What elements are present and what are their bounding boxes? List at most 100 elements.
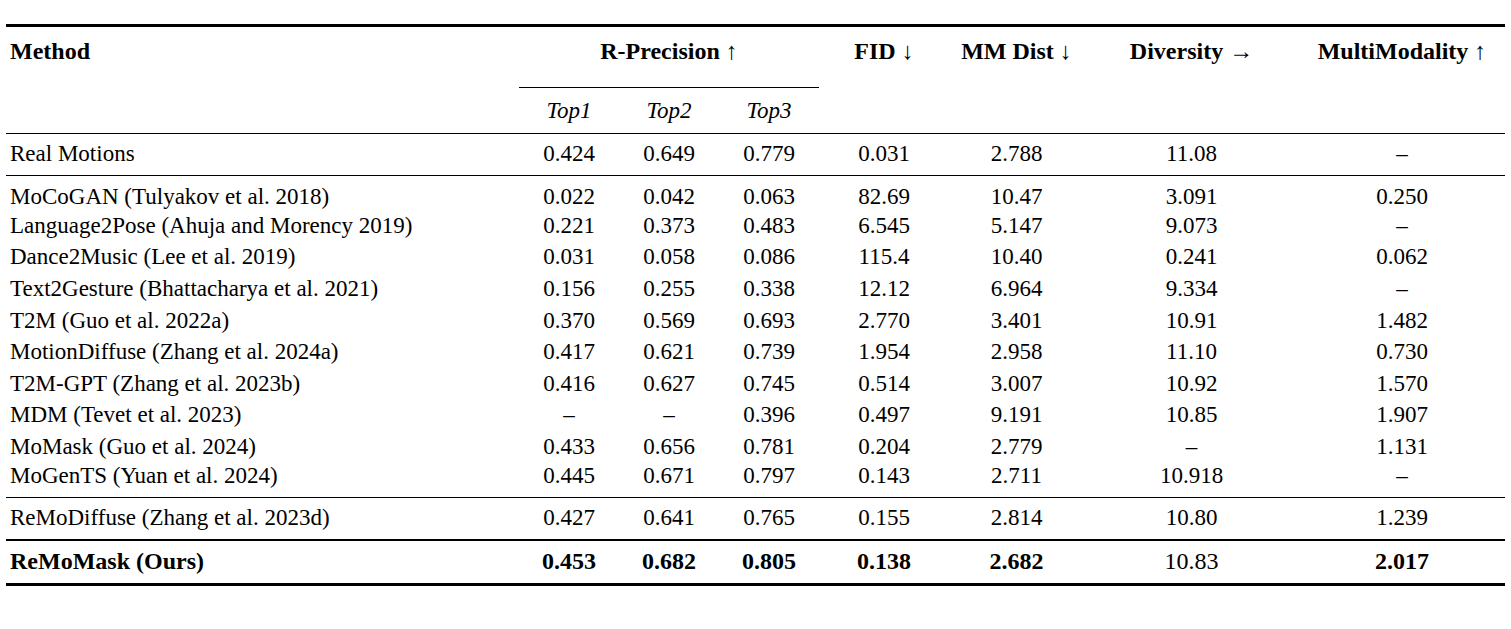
value-cell: 0.221 (519, 210, 619, 242)
value-cell: 0.416 (519, 368, 619, 400)
value-cell: 9.073 (1084, 210, 1299, 242)
method-cell: MoCoGAN (Tulyakov et al. 2018) (6, 176, 519, 211)
value-cell: 10.80 (1084, 497, 1299, 540)
value-cell: 11.08 (1084, 134, 1299, 176)
table-header: Method R-Precision ↑ FID ↓ MM Dist ↓ Div… (6, 26, 1505, 134)
value-cell: 2.770 (819, 305, 949, 337)
value-cell: 0.204 (819, 431, 949, 463)
value-cell: 0.797 (719, 463, 819, 498)
value-cell: 3.091 (1084, 176, 1299, 211)
value-cell: – (1299, 210, 1505, 242)
value-cell: 0.086 (719, 242, 819, 274)
value-cell: 9.334 (1084, 273, 1299, 305)
column-header-mm-dist: MM Dist ↓ (949, 26, 1084, 134)
value-cell: 1.954 (819, 336, 949, 368)
section-real-motions: Real Motions0.4240.6490.7790.0312.78811.… (6, 134, 1505, 176)
value-cell: 5.147 (949, 210, 1084, 242)
value-cell: 0.805 (719, 540, 819, 585)
value-cell: 2.814 (949, 497, 1084, 540)
value-cell: 0.497 (819, 400, 949, 432)
method-cell: MDM (Tevet et al. 2023) (6, 400, 519, 432)
method-cell: Text2Gesture (Bhattacharya et al. 2021) (6, 273, 519, 305)
value-cell: 0.433 (519, 431, 619, 463)
value-cell: 82.69 (819, 176, 949, 211)
value-cell: 1.239 (1299, 497, 1505, 540)
table-row: ReMoDiffuse (Zhang et al. 2023d)0.4270.6… (6, 497, 1505, 540)
table-row: T2M (Guo et al. 2022a)0.3700.5690.6932.7… (6, 305, 1505, 337)
value-cell: 0.671 (619, 463, 719, 498)
table-row: Text2Gesture (Bhattacharya et al. 2021)0… (6, 273, 1505, 305)
table-row: Real Motions0.4240.6490.7790.0312.78811.… (6, 134, 1505, 176)
value-cell: 0.042 (619, 176, 719, 211)
value-cell: 0.569 (619, 305, 719, 337)
column-header-r-precision: R-Precision ↑ (519, 26, 819, 88)
value-cell: 10.91 (1084, 305, 1299, 337)
table-row: Language2Pose (Ahuja and Morency 2019)0.… (6, 210, 1505, 242)
value-cell: 0.739 (719, 336, 819, 368)
value-cell: 10.92 (1084, 368, 1299, 400)
table-row: T2M-GPT (Zhang et al. 2023b)0.4160.6270.… (6, 368, 1505, 400)
value-cell: 115.4 (819, 242, 949, 274)
value-cell: 0.765 (719, 497, 819, 540)
method-cell: T2M-GPT (Zhang et al. 2023b) (6, 368, 519, 400)
value-cell: 2.958 (949, 336, 1084, 368)
value-cell: 0.031 (819, 134, 949, 176)
method-cell: MotionDiffuse (Zhang et al. 2024a) (6, 336, 519, 368)
column-header-top2: Top2 (619, 88, 719, 134)
value-cell: 3.007 (949, 368, 1084, 400)
value-cell: 0.370 (519, 305, 619, 337)
value-cell: – (519, 400, 619, 432)
results-table: Method R-Precision ↑ FID ↓ MM Dist ↓ Div… (6, 24, 1505, 586)
value-cell: 0.138 (819, 540, 949, 585)
method-cell: MoGenTS (Yuan et al. 2024) (6, 463, 519, 498)
value-cell: 1.482 (1299, 305, 1505, 337)
value-cell: 0.241 (1084, 242, 1299, 274)
value-cell: 2.788 (949, 134, 1084, 176)
value-cell: 0.445 (519, 463, 619, 498)
value-cell: 0.417 (519, 336, 619, 368)
table-row: MoMask (Guo et al. 2024)0.4330.6560.7810… (6, 431, 1505, 463)
value-cell: 0.730 (1299, 336, 1505, 368)
value-cell: 10.918 (1084, 463, 1299, 498)
value-cell: – (1299, 463, 1505, 498)
section-remomask-ours: ReMoMask (Ours)0.4530.6820.8050.1382.682… (6, 540, 1505, 585)
table-row: MotionDiffuse (Zhang et al. 2024a)0.417 0… (6, 336, 1505, 368)
value-cell: – (1084, 431, 1299, 463)
value-cell: 10.40 (949, 242, 1084, 274)
column-header-top3: Top3 (719, 88, 819, 134)
value-cell: 0.779 (719, 134, 819, 176)
method-cell: ReMoDiffuse (Zhang et al. 2023d) (6, 497, 519, 540)
value-cell: 1.570 (1299, 368, 1505, 400)
value-cell: 0.627 (619, 368, 719, 400)
value-cell: 0.031 (519, 242, 619, 274)
column-header-fid: FID ↓ (819, 26, 949, 134)
value-cell: 0.058 (619, 242, 719, 274)
method-cell: Language2Pose (Ahuja and Morency 2019) (6, 210, 519, 242)
value-cell: 0.649 (619, 134, 719, 176)
value-cell: 0.745 (719, 368, 819, 400)
value-cell: 0.453 (519, 540, 619, 585)
table-row: MoGenTS (Yuan et al. 2024)0.4450.6710.79… (6, 463, 1505, 498)
method-cell: MoMask (Guo et al. 2024) (6, 431, 519, 463)
value-cell: 0.693 (719, 305, 819, 337)
value-cell: 0.155 (819, 497, 949, 540)
column-header-multimodality: MultiModality ↑ (1299, 26, 1505, 134)
method-cell: T2M (Guo et al. 2022a) (6, 305, 519, 337)
value-cell: 0.656 (619, 431, 719, 463)
value-cell: 0.063 (719, 176, 819, 211)
value-cell: 0.641 (619, 497, 719, 540)
value-cell: 0.427 (519, 497, 619, 540)
value-cell: 3.401 (949, 305, 1084, 337)
value-cell: 0.250 (1299, 176, 1505, 211)
table-row: ReMoMask (Ours)0.4530.6820.8050.1382.682… (6, 540, 1505, 585)
value-cell: 1.131 (1299, 431, 1505, 463)
column-header-top1: Top1 (519, 88, 619, 134)
table-row: MoCoGAN (Tulyakov et al. 2018)0.0220.042… (6, 176, 1505, 211)
value-cell: 10.85 (1084, 400, 1299, 432)
header-row-main: Method R-Precision ↑ FID ↓ MM Dist ↓ Div… (6, 26, 1505, 88)
value-cell: 0.373 (619, 210, 719, 242)
value-cell: 0.143 (819, 463, 949, 498)
value-cell: 0.781 (719, 431, 819, 463)
value-cell: 0.022 (519, 176, 619, 211)
value-cell: 0.396 (719, 400, 819, 432)
